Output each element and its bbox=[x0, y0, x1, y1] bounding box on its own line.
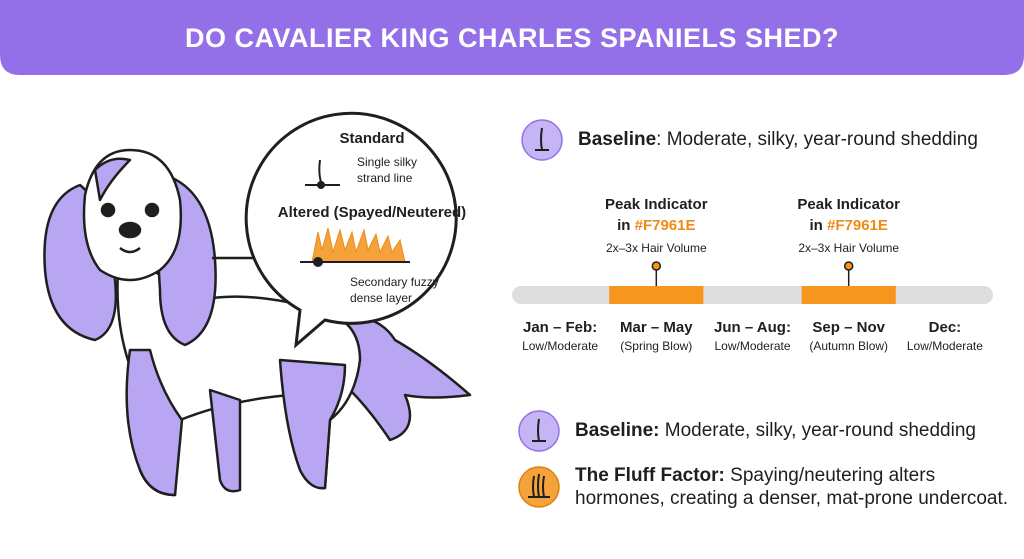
legend-text: The Fluff Factor: Spaying/neutering alte… bbox=[575, 465, 935, 486]
hair-strand bbox=[535, 127, 549, 151]
segment-level: Low/Moderate bbox=[714, 339, 790, 353]
legend-body: Moderate, silky, year-round shedding bbox=[659, 420, 975, 441]
standard-title: Standard bbox=[339, 130, 404, 147]
peak-title: Peak Indicator bbox=[797, 196, 900, 213]
altered-title: Altered (Spayed/Neutered) bbox=[278, 204, 466, 221]
legend-body: Spaying/neutering alters bbox=[725, 465, 935, 486]
segment-months: Mar – May bbox=[620, 319, 693, 336]
hair-strand bbox=[532, 418, 546, 442]
segment-level: Low/Moderate bbox=[907, 339, 983, 353]
peak-note: 2x–3x Hair Volume bbox=[606, 241, 707, 255]
timeline: Jan – Feb: Low/Moderate Mar – May (Spring B… bbox=[512, 196, 993, 353]
segment-months: Jan – Feb: bbox=[523, 319, 597, 336]
standard-caption: Single silky bbox=[357, 155, 417, 169]
hair-strands bbox=[528, 473, 550, 498]
bubble-outline bbox=[244, 111, 458, 349]
top-note: Baseline: Moderate, silky, year-round sh… bbox=[521, 119, 978, 161]
header-title: DO CAVALIER KING CHARLES SPANIELS SHED? bbox=[185, 23, 839, 53]
altered-caption: Secondary fuzzy bbox=[350, 275, 439, 289]
segment-level: (Autumn Blow) bbox=[809, 339, 888, 353]
fuzzy-layer-icon bbox=[311, 227, 406, 263]
legend-text: Baseline: Moderate, silky, year-round sh… bbox=[575, 420, 976, 441]
header-band bbox=[0, 0, 1024, 75]
peak-prefix: in bbox=[617, 217, 630, 234]
peak-dot bbox=[651, 261, 662, 271]
segment-level: (Spring Blow) bbox=[620, 339, 692, 353]
peak-color: in #F7961E bbox=[617, 217, 695, 234]
legend-body: hormones, creating a denser, mat-prone u… bbox=[575, 488, 1008, 509]
peak-segment bbox=[801, 286, 896, 304]
legend-label: Baseline: bbox=[575, 420, 659, 441]
segment-months: Dec: bbox=[929, 319, 962, 336]
follicle bbox=[313, 257, 323, 267]
segment-months: Jun – Aug: bbox=[714, 319, 791, 336]
peak-title: Peak Indicator bbox=[605, 196, 708, 213]
peak-note: 2x–3x Hair Volume bbox=[798, 241, 899, 255]
standard-caption: strand line bbox=[357, 171, 413, 185]
peak-segment bbox=[609, 286, 704, 304]
legend: Baseline: Moderate, silky, year-round sh… bbox=[518, 410, 1008, 509]
note-body: : Moderate, silky, year-round shedding bbox=[656, 129, 978, 150]
legend-label: The Fluff Factor: bbox=[575, 465, 725, 486]
peak-code: #F7961E bbox=[635, 217, 696, 234]
segment-level: Low/Moderate bbox=[522, 339, 598, 353]
note-text: Baseline: Moderate, silky, year-round sh… bbox=[578, 129, 978, 150]
timeline-track bbox=[512, 286, 993, 304]
peak-prefix: in bbox=[809, 217, 822, 234]
altered-caption: dense layer bbox=[350, 291, 412, 305]
follicle bbox=[317, 181, 325, 189]
coat-bubble: Standard Single silky strand line Altere… bbox=[212, 111, 466, 349]
note-label: Baseline bbox=[578, 129, 656, 150]
peak-code: #F7961E bbox=[827, 217, 888, 234]
peak-color: in #F7961E bbox=[809, 217, 887, 234]
peak-dot bbox=[843, 261, 854, 271]
segment-months: Sep – Nov bbox=[812, 319, 885, 336]
